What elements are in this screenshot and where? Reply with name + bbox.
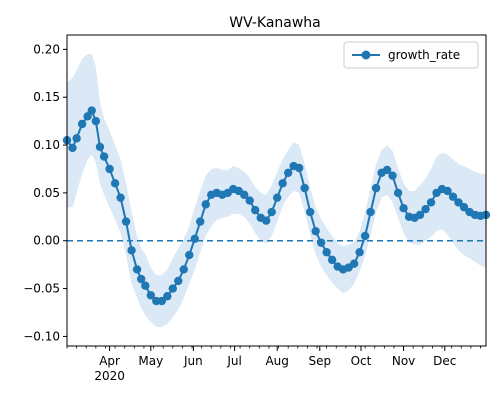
data-point xyxy=(371,183,381,193)
data-point xyxy=(388,171,397,180)
data-point xyxy=(393,188,403,198)
data-point xyxy=(245,196,254,205)
x-tick-label: Aug xyxy=(265,354,288,368)
data-point xyxy=(141,281,150,290)
data-point xyxy=(185,250,194,260)
x-tick-label: Jun xyxy=(183,354,203,368)
data-point xyxy=(121,217,131,226)
data-point xyxy=(443,186,452,196)
data-point xyxy=(190,234,199,244)
data-point xyxy=(360,231,370,241)
data-point xyxy=(316,238,326,247)
x-year-label: 2020 xyxy=(94,369,125,383)
data-point xyxy=(91,116,101,126)
data-point xyxy=(174,276,183,286)
data-point xyxy=(87,106,96,115)
x-tick-label: May xyxy=(138,354,163,368)
legend: growth_rate xyxy=(343,41,479,69)
data-point xyxy=(163,292,172,301)
plot-area: −0.10 −0.05 0.00 0.05 0.10 0.15 0.20 Apr May Jun J… xyxy=(23,34,491,383)
data-point xyxy=(267,207,276,217)
data-point xyxy=(136,274,146,284)
data-point xyxy=(127,246,136,255)
data-point xyxy=(415,210,425,220)
confidence-band xyxy=(67,54,486,327)
data-point xyxy=(77,119,87,129)
x-tick-label: Jul xyxy=(226,354,241,368)
data-point xyxy=(146,291,155,300)
data-point xyxy=(68,143,77,153)
data-point xyxy=(366,207,375,217)
data-point xyxy=(300,183,309,193)
data-point xyxy=(448,192,458,201)
y-tick-label: 0.20 xyxy=(33,42,60,56)
data-point xyxy=(459,203,469,212)
y-tick-label: 0.10 xyxy=(33,138,60,152)
data-point xyxy=(305,207,315,217)
axes-frame xyxy=(66,34,487,347)
x-tick-label: Sep xyxy=(308,354,331,368)
data-point xyxy=(355,248,364,257)
x-tick-label: Dec xyxy=(433,354,456,368)
x-tick-label: Apr xyxy=(99,354,120,368)
chart-title: WV-Kanawha xyxy=(229,15,321,31)
data-point xyxy=(168,284,177,293)
data-point xyxy=(105,164,114,174)
x-tick-label: Nov xyxy=(392,354,415,368)
legend-label: growth_rate xyxy=(388,48,460,62)
data-point xyxy=(240,190,249,200)
data-point xyxy=(132,265,142,274)
y-tick-label: −0.05 xyxy=(23,282,60,296)
data-point xyxy=(327,255,337,265)
y-tick-label: 0.00 xyxy=(33,234,60,248)
data-point xyxy=(322,248,331,257)
y-tick-label: 0.15 xyxy=(33,90,60,104)
data-point xyxy=(95,142,105,152)
data-point xyxy=(399,204,408,213)
data-point xyxy=(311,226,320,236)
x-tick-label: Oct xyxy=(351,354,372,368)
data-point xyxy=(157,296,166,306)
data-point xyxy=(382,165,392,175)
data-point xyxy=(110,179,120,188)
legend-marker-swatch xyxy=(361,50,371,60)
data-point xyxy=(72,134,81,143)
data-point xyxy=(426,198,436,207)
data-point xyxy=(262,216,271,225)
data-point xyxy=(283,168,293,177)
y-tick-label: −0.10 xyxy=(23,329,60,343)
data-point xyxy=(272,193,282,202)
legend-box xyxy=(343,41,479,69)
data-point xyxy=(179,265,188,274)
data-point xyxy=(99,152,109,161)
data-point xyxy=(454,198,463,207)
data-point xyxy=(116,193,125,202)
data-point xyxy=(278,179,287,188)
data-point xyxy=(201,200,210,209)
data-point xyxy=(294,163,304,173)
data-point xyxy=(251,205,260,215)
y-tick-label: 0.05 xyxy=(33,186,60,200)
data-point xyxy=(349,259,359,268)
data-point xyxy=(196,217,205,226)
data-point xyxy=(421,204,430,214)
